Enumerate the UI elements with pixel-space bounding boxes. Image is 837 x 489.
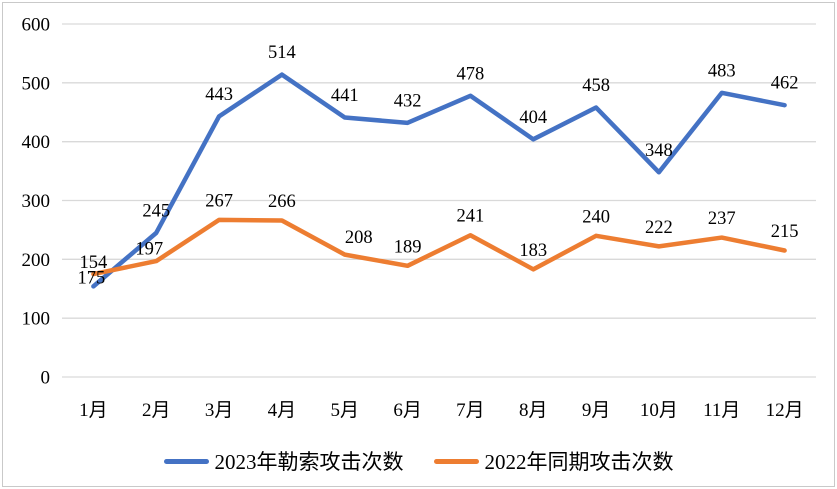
series-line-2022 <box>91 217 787 277</box>
data-label: 208 <box>345 228 373 248</box>
y-axis-tick-label: 500 <box>22 73 51 94</box>
y-axis-tick-label: 200 <box>22 250 51 271</box>
x-axis-tick-label: 6月 <box>393 400 422 421</box>
legend-label: 2022年同期攻击次数 <box>484 450 674 474</box>
data-label: 240 <box>582 207 610 227</box>
x-axis-tick-label: 4月 <box>268 400 297 421</box>
data-label: 245 <box>142 201 170 221</box>
data-label: 237 <box>708 209 736 229</box>
x-axis-tick-label: 10月 <box>640 400 678 421</box>
legend-label: 2023年勒索攻击次数 <box>214 450 404 474</box>
y-axis-tick-label: 300 <box>22 191 51 212</box>
y-axis-tick-label: 0 <box>41 368 51 389</box>
data-label: 267 <box>205 191 233 211</box>
data-label: 462 <box>771 74 799 94</box>
legend-item-2023: 2023年勒索攻击次数 <box>163 446 404 476</box>
data-label: 432 <box>394 91 422 111</box>
x-axis-tick-label: 5月 <box>330 400 359 421</box>
legend-line-swatch <box>433 458 479 464</box>
chart-legend: 2023年勒索攻击次数 2022年同期攻击次数 <box>0 446 837 476</box>
data-label: 154 <box>80 253 108 273</box>
data-label: 241 <box>457 207 485 227</box>
y-axis-tick-label: 100 <box>22 309 51 330</box>
x-axis-tick-label: 7月 <box>456 400 485 421</box>
data-label: 222 <box>645 218 673 238</box>
y-axis-tick-label: 600 <box>22 15 51 36</box>
data-label: 183 <box>519 241 547 261</box>
y-axis-tick-label: 400 <box>22 132 51 153</box>
data-label: 175 <box>78 269 106 289</box>
data-label: 441 <box>331 86 359 106</box>
legend-item-2022: 2022年同期攻击次数 <box>433 446 674 476</box>
x-axis-tick-label: 1月 <box>79 400 108 421</box>
data-label: 478 <box>457 64 485 84</box>
data-label: 404 <box>519 108 547 128</box>
data-label: 514 <box>268 43 296 63</box>
legend-line-swatch <box>163 458 209 464</box>
x-axis-tick-label: 9月 <box>582 400 611 421</box>
x-axis-tick-label: 11月 <box>703 400 740 421</box>
data-label: 215 <box>771 222 799 242</box>
x-axis-tick-label: 2月 <box>142 400 171 421</box>
x-axis-tick-label: 8月 <box>519 400 548 421</box>
x-axis-tick-label: 3月 <box>205 400 234 421</box>
data-label: 189 <box>394 237 422 257</box>
data-label: 483 <box>708 61 736 81</box>
data-label: 443 <box>205 85 233 105</box>
x-axis-tick-label: 12月 <box>766 400 804 421</box>
data-label: 348 <box>645 141 673 161</box>
data-label: 197 <box>135 240 163 260</box>
data-label: 458 <box>582 76 610 96</box>
series-line-2023 <box>91 72 787 289</box>
data-label: 266 <box>268 192 296 212</box>
